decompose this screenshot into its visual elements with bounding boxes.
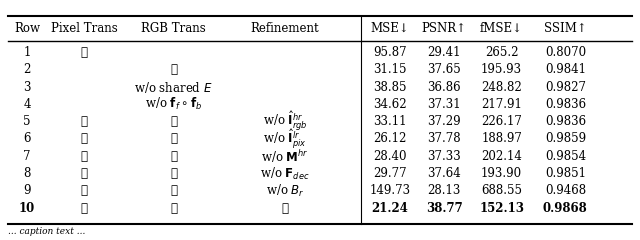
Text: 2: 2 [23, 63, 31, 76]
Text: Pixel Trans: Pixel Trans [51, 22, 118, 35]
Text: ✓: ✓ [170, 202, 177, 215]
Text: 0.9868: 0.9868 [543, 202, 588, 215]
Text: SSIM↑: SSIM↑ [544, 22, 587, 35]
Text: 7: 7 [23, 150, 31, 163]
Text: ✓: ✓ [170, 132, 177, 145]
Text: 202.14: 202.14 [481, 150, 522, 163]
Text: w/o $\mathbf{F}_{dec}$: w/o $\mathbf{F}_{dec}$ [260, 166, 310, 182]
Text: 10: 10 [19, 202, 35, 215]
Text: 0.9841: 0.9841 [545, 63, 586, 76]
Text: 33.11: 33.11 [373, 115, 407, 128]
Text: 0.9854: 0.9854 [545, 150, 586, 163]
Text: 95.87: 95.87 [373, 46, 407, 59]
Text: ✓: ✓ [81, 46, 88, 59]
Text: 28.13: 28.13 [428, 184, 461, 198]
Text: 0.8070: 0.8070 [545, 46, 586, 59]
Text: 37.33: 37.33 [428, 150, 461, 163]
Text: ✓: ✓ [81, 150, 88, 163]
Text: 0.9836: 0.9836 [545, 98, 586, 111]
Text: 195.93: 195.93 [481, 63, 522, 76]
Text: 193.90: 193.90 [481, 167, 522, 180]
Text: 0.9468: 0.9468 [545, 184, 586, 198]
Text: 26.12: 26.12 [373, 132, 407, 145]
Text: ... caption text ...: ... caption text ... [8, 227, 85, 236]
Text: PSNR↑: PSNR↑ [422, 22, 467, 35]
Text: 34.62: 34.62 [373, 98, 407, 111]
Text: 9: 9 [23, 184, 31, 198]
Text: MSE↓: MSE↓ [371, 22, 410, 35]
Text: 37.64: 37.64 [428, 167, 461, 180]
Text: w/o $B_r$: w/o $B_r$ [266, 183, 304, 199]
Text: RGB Trans: RGB Trans [141, 22, 206, 35]
Text: ✓: ✓ [170, 184, 177, 198]
Text: 37.78: 37.78 [428, 132, 461, 145]
Text: 226.17: 226.17 [481, 115, 522, 128]
Text: 31.15: 31.15 [373, 63, 407, 76]
Text: 38.85: 38.85 [373, 81, 407, 94]
Text: ✓: ✓ [170, 167, 177, 180]
Text: 0.9836: 0.9836 [545, 115, 586, 128]
Text: 1: 1 [23, 46, 31, 59]
Text: w/o shared $E$: w/o shared $E$ [134, 79, 212, 95]
Text: 6: 6 [23, 132, 31, 145]
Text: 5: 5 [23, 115, 31, 128]
Text: 37.29: 37.29 [428, 115, 461, 128]
Text: 28.40: 28.40 [373, 150, 407, 163]
Text: w/o $\mathbf{f}_f \circ \mathbf{f}_b$: w/o $\mathbf{f}_f \circ \mathbf{f}_b$ [145, 96, 202, 112]
Text: w/o $\hat{\mathbf{I}}^{hr}_{rgb}$: w/o $\hat{\mathbf{I}}^{hr}_{rgb}$ [262, 110, 307, 133]
Text: fMSE↓: fMSE↓ [480, 22, 523, 35]
Text: ✓: ✓ [81, 184, 88, 198]
Text: 688.55: 688.55 [481, 184, 522, 198]
Text: 149.73: 149.73 [369, 184, 411, 198]
Text: ✓: ✓ [81, 132, 88, 145]
Text: 37.31: 37.31 [428, 98, 461, 111]
Text: 21.24: 21.24 [372, 202, 408, 215]
Text: ✓: ✓ [170, 150, 177, 163]
Text: 36.86: 36.86 [428, 81, 461, 94]
Text: w/o $\mathbf{M}^{hr}$: w/o $\mathbf{M}^{hr}$ [261, 148, 308, 165]
Text: 0.9827: 0.9827 [545, 81, 586, 94]
Text: 0.9851: 0.9851 [545, 167, 586, 180]
Text: 37.65: 37.65 [428, 63, 461, 76]
Text: 152.13: 152.13 [479, 202, 524, 215]
Text: 0.9859: 0.9859 [545, 132, 586, 145]
Text: 29.77: 29.77 [373, 167, 407, 180]
Text: Refinement: Refinement [251, 22, 319, 35]
Text: ✓: ✓ [81, 167, 88, 180]
Text: Row: Row [14, 22, 40, 35]
Text: ✓: ✓ [81, 202, 88, 215]
Text: ✓: ✓ [282, 202, 289, 215]
Text: 217.91: 217.91 [481, 98, 522, 111]
Text: 38.77: 38.77 [426, 202, 463, 215]
Text: 29.41: 29.41 [428, 46, 461, 59]
Text: 3: 3 [23, 81, 31, 94]
Text: 8: 8 [23, 167, 31, 180]
Text: w/o $\hat{\mathbf{I}}^{lr}_{pix}$: w/o $\hat{\mathbf{I}}^{lr}_{pix}$ [263, 127, 307, 151]
Text: 265.2: 265.2 [485, 46, 518, 59]
Text: ✓: ✓ [170, 63, 177, 76]
Text: 248.82: 248.82 [481, 81, 522, 94]
Text: ✓: ✓ [81, 115, 88, 128]
Text: 188.97: 188.97 [481, 132, 522, 145]
Text: ✓: ✓ [170, 115, 177, 128]
Text: 4: 4 [23, 98, 31, 111]
